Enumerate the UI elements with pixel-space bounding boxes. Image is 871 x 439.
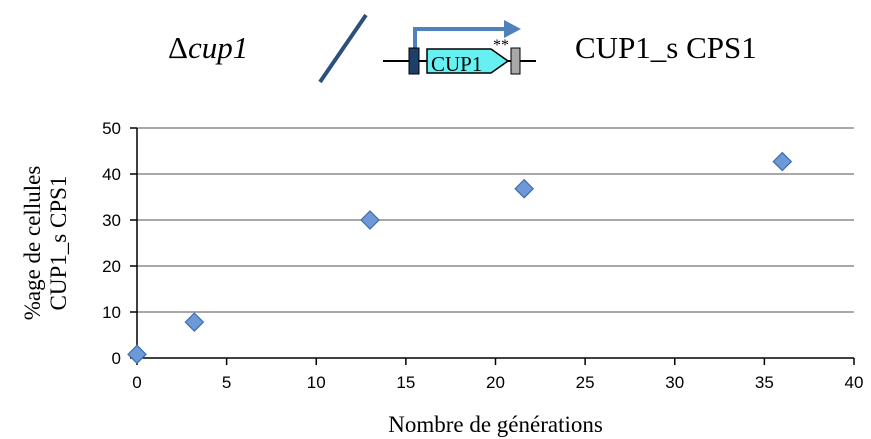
scatter-chart: 0 10 20 30 40 50 0 5 10 15 20 25 30 35 40 Nombre de g… [20,119,863,437]
transcription-arrowhead [504,20,521,38]
data-point-diamond [772,151,793,172]
x-axis-label: Nombre de générations [388,412,603,437]
x-tick-label: 20 [486,373,505,392]
y-tick-label: 30 [102,211,121,230]
axes [130,127,855,365]
x-tick-label: 30 [665,373,684,392]
y-tick-label: 50 [102,119,121,138]
data-point-diamond [184,312,205,332]
data-point-diamond [127,344,147,365]
gridlines [137,127,854,313]
cds-arrow-box [426,48,510,74]
data-point-diamond [360,210,380,230]
strain-header: Δcup1 CUP1 ** CUP1_s CPS1 [0,0,871,110]
delta-symbol: Δ [168,30,188,65]
y-axis-label-line2: CUP1_s CPS1 [46,176,71,311]
x-tick-label: 15 [396,373,415,392]
x-tick-labels: 0 5 10 15 20 25 30 35 40 [132,373,863,392]
x-tick-label: 5 [222,373,231,392]
y-tick-label: 20 [102,257,121,276]
construct-diagram: CUP1 ** [318,13,536,84]
transcription-arrow [413,27,510,49]
x-tick-label: 35 [755,373,774,392]
promoter-box [408,47,420,75]
data-point-diamond [514,178,535,199]
x-tick-label: 10 [307,373,326,392]
x-tick-label: 40 [845,373,864,392]
data-points [127,151,793,365]
left-strain-gene: cup1 [187,30,249,65]
y-axis-label-line1: %age de cellules [20,166,45,321]
x-tick-label: 0 [132,373,141,392]
y-tick-labels: 0 10 20 30 40 50 [102,119,121,368]
right-strain-label: CUP1_s CPS1 [575,30,757,65]
slash-divider [318,13,368,84]
y-tick-label: 40 [102,165,121,184]
terminator-box [510,47,521,75]
y-tick-label: 0 [112,349,121,368]
y-tick-label: 10 [102,303,121,322]
mutation-marks: ** [493,37,509,54]
construct-gene-label: CUP1 [431,52,482,76]
left-strain-label: Δcup1 [168,30,248,66]
x-tick-label: 25 [576,373,595,392]
